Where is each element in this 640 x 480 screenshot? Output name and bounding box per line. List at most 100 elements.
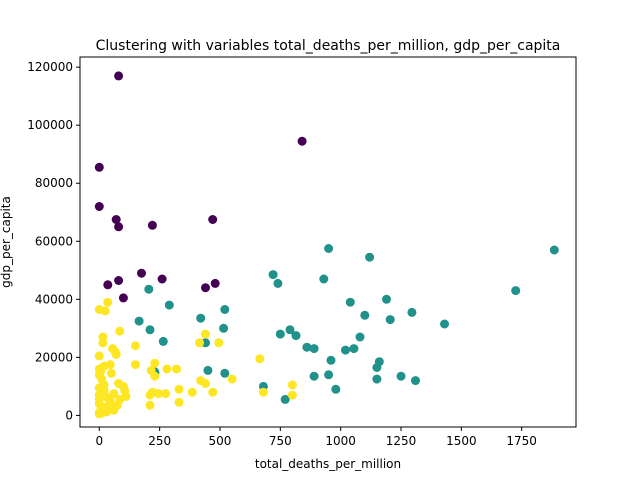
data-point-cluster-2-43 bbox=[153, 389, 163, 399]
data-point-cluster-1-14 bbox=[134, 316, 144, 326]
x-tick-label-1: 250 bbox=[148, 434, 171, 448]
data-point-cluster-1-13 bbox=[407, 307, 417, 317]
data-point-cluster-0-6 bbox=[114, 222, 124, 232]
data-point-cluster-2-39 bbox=[258, 387, 268, 397]
y-tick-label-1: 20000 bbox=[35, 350, 73, 364]
data-point-cluster-2-44 bbox=[161, 389, 171, 399]
data-point-cluster-1-6 bbox=[511, 286, 521, 296]
data-point-cluster-1-1 bbox=[549, 245, 559, 255]
data-point-cluster-2-20 bbox=[162, 364, 172, 374]
plot-frame bbox=[79, 56, 577, 428]
data-point-cluster-1-19 bbox=[285, 325, 295, 335]
data-point-cluster-1-24 bbox=[158, 336, 168, 346]
y-tick-label-6: 120000 bbox=[27, 60, 73, 74]
data-point-cluster-1-0 bbox=[324, 244, 334, 253]
data-point-cluster-1-32 bbox=[372, 363, 382, 372]
chart-title: Clustering with variables total_deaths_p… bbox=[96, 38, 561, 54]
data-point-cluster-2-30 bbox=[201, 379, 210, 388]
data-point-cluster-2-13 bbox=[94, 351, 104, 361]
data-point-cluster-2-27 bbox=[227, 374, 237, 384]
data-point-cluster-1-8 bbox=[382, 294, 391, 304]
y-tick-label-2: 40000 bbox=[35, 292, 73, 306]
data-point-cluster-1-10 bbox=[164, 300, 174, 310]
x-axis-label: total_deaths_per_million bbox=[255, 457, 401, 471]
data-point-cluster-1-5 bbox=[273, 278, 283, 288]
data-point-cluster-1-41 bbox=[411, 376, 420, 386]
data-point-cluster-1-3 bbox=[268, 270, 278, 280]
data-point-cluster-1-27 bbox=[309, 344, 319, 354]
data-point-cluster-1-18 bbox=[219, 323, 229, 333]
data-point-cluster-2-17 bbox=[131, 360, 140, 370]
data-point-cluster-1-43 bbox=[331, 384, 341, 394]
data-point-cluster-1-37 bbox=[309, 371, 319, 381]
data-point-cluster-1-31 bbox=[326, 355, 336, 365]
data-point-cluster-0-9 bbox=[157, 274, 167, 284]
data-point-cluster-0-1 bbox=[297, 136, 307, 146]
y-axis: 0 20000 40000 60000 80000 100000 120000 bbox=[27, 60, 80, 422]
x-tick-label-3: 750 bbox=[269, 434, 292, 448]
y-tick-label-0: 0 bbox=[65, 408, 73, 422]
data-point-cluster-1-38 bbox=[324, 370, 334, 380]
data-point-cluster-2-21 bbox=[172, 364, 181, 374]
data-point-cluster-2-42 bbox=[187, 387, 197, 397]
data-point-cluster-2-55 bbox=[145, 400, 155, 410]
data-point-cluster-2-8 bbox=[214, 338, 224, 348]
data-point-cluster-1-26 bbox=[302, 342, 312, 352]
data-point-cluster-1-21 bbox=[145, 325, 155, 335]
data-point-cluster-2-7 bbox=[98, 338, 108, 348]
data-point-cluster-1-39 bbox=[396, 371, 406, 381]
data-point-cluster-1-35 bbox=[220, 368, 230, 378]
data-point-cluster-0-7 bbox=[147, 220, 157, 230]
data-point-cluster-1-15 bbox=[196, 313, 206, 323]
data-point-cluster-0-11 bbox=[210, 278, 220, 288]
x-axis: 0 250 500 750 1000 1250 1500 1750 bbox=[95, 427, 537, 448]
data-point-cluster-2-48 bbox=[287, 390, 297, 400]
data-point-cluster-2-47 bbox=[145, 390, 155, 400]
data-point-cluster-1-16 bbox=[385, 315, 395, 325]
data-point-cluster-2-14 bbox=[255, 354, 265, 364]
data-point-cluster-2-67 bbox=[94, 409, 104, 419]
y-tick-label-3: 60000 bbox=[35, 234, 73, 248]
data-point-cluster-2-6 bbox=[195, 338, 204, 348]
data-point-cluster-0-10 bbox=[114, 276, 124, 285]
data-point-cluster-1-33 bbox=[203, 365, 213, 375]
data-point-cluster-1-4 bbox=[319, 274, 329, 284]
data-point-cluster-0-12 bbox=[103, 280, 113, 290]
data-point-cluster-0-3 bbox=[94, 202, 104, 211]
data-point-cluster-2-66 bbox=[109, 405, 119, 415]
data-point-cluster-1-29 bbox=[349, 344, 359, 354]
x-tick-label-5: 1250 bbox=[386, 434, 417, 448]
x-tick-label-0: 0 bbox=[95, 434, 103, 448]
data-point-cluster-0-8 bbox=[137, 268, 146, 278]
data-point-cluster-0-5 bbox=[208, 215, 218, 224]
data-point-cluster-0-2 bbox=[94, 162, 104, 172]
data-point-cluster-2-4 bbox=[201, 329, 210, 339]
x-tick-label-4: 1000 bbox=[325, 434, 356, 448]
data-point-cluster-0-0 bbox=[114, 71, 124, 81]
data-point-cluster-1-2 bbox=[365, 252, 375, 262]
data-point-cluster-1-22 bbox=[291, 331, 301, 341]
data-point-cluster-0-14 bbox=[118, 293, 128, 303]
data-point-cluster-1-11 bbox=[220, 305, 230, 314]
points-layer bbox=[94, 71, 559, 419]
x-tick-label-7: 1750 bbox=[506, 434, 537, 448]
data-point-cluster-2-38 bbox=[208, 387, 218, 397]
data-point-cluster-2-26 bbox=[150, 371, 160, 381]
data-point-cluster-1-40 bbox=[372, 374, 382, 384]
data-point-cluster-1-9 bbox=[345, 297, 355, 307]
data-point-cluster-0-4 bbox=[111, 215, 121, 224]
data-point-cluster-2-9 bbox=[131, 341, 140, 351]
data-point-cluster-2-15 bbox=[150, 358, 160, 368]
data-point-cluster-2-65 bbox=[102, 407, 111, 417]
y-tick-label-4: 80000 bbox=[35, 176, 73, 190]
data-point-cluster-1-44 bbox=[280, 394, 290, 404]
data-point-cluster-2-36 bbox=[174, 384, 184, 394]
data-point-cluster-1-20 bbox=[275, 329, 285, 339]
x-tick-label-6: 1500 bbox=[446, 434, 477, 448]
x-tick-label-2: 500 bbox=[209, 434, 232, 448]
data-point-cluster-2-12 bbox=[111, 350, 121, 359]
data-point-cluster-2-3 bbox=[115, 326, 125, 336]
data-point-cluster-1-17 bbox=[440, 319, 449, 329]
data-point-cluster-2-24 bbox=[106, 368, 116, 378]
